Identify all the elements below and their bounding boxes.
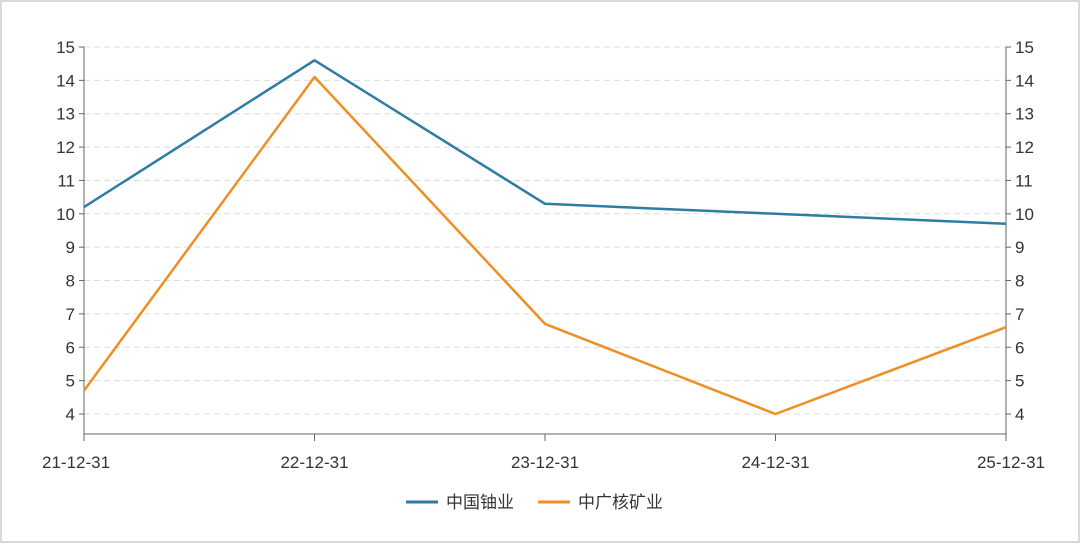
x-tick-label: 24-12-31 [741, 453, 809, 472]
y-tick-label-left: 10 [56, 205, 75, 224]
y-tick-label-left: 9 [66, 238, 75, 257]
y-tick-label-right: 5 [1015, 372, 1024, 391]
series-line-0 [83, 59, 1007, 226]
y-tick-label-left: 11 [57, 171, 75, 190]
axes: 4 4 5 5 6 6 7 7 8 8 9 9 10 10 11 11 12 12 13 13 14 14 15 15 21-1… [42, 38, 1045, 472]
y-tick-label-left: 4 [66, 405, 75, 424]
legend-label-0: 中国铀业 [446, 493, 514, 512]
grid-lines [84, 46, 1006, 415]
x-tick-label: 25-12-31 [977, 453, 1045, 472]
y-tick-label-right: 4 [1015, 405, 1024, 424]
y-tick-label-right: 12 [1015, 138, 1034, 157]
y-tick-label-right: 6 [1015, 338, 1024, 357]
y-tick-label-left: 15 [56, 38, 75, 57]
legend: 中国铀业 中广核矿业 [406, 493, 663, 512]
x-tick-label: 23-12-31 [511, 453, 579, 472]
y-tick-label-left: 12 [56, 138, 75, 157]
y-tick-label-left: 14 [56, 71, 75, 90]
series-lines [82, 59, 1007, 416]
series-line-1 [82, 75, 1007, 416]
y-tick-label-left: 7 [66, 305, 75, 324]
y-tick-label-right: 10 [1015, 205, 1034, 224]
y-tick-label-right: 13 [1015, 105, 1034, 124]
x-tick-label: 21-12-31 [42, 453, 110, 472]
y-tick-label-left: 13 [56, 105, 75, 124]
y-tick-label-left: 8 [66, 272, 75, 291]
y-tick-label-right: 9 [1015, 238, 1024, 257]
y-tick-label-right: 14 [1015, 71, 1034, 90]
y-tick-label-right: 7 [1015, 305, 1024, 324]
legend-label-1: 中广核矿业 [578, 493, 663, 512]
y-tick-label-right: 15 [1015, 38, 1034, 57]
y-tick-label-right: 11 [1015, 171, 1033, 190]
y-tick-label-left: 5 [66, 372, 75, 391]
x-tick-label: 22-12-31 [280, 453, 348, 472]
y-tick-label-right: 8 [1015, 272, 1024, 291]
y-tick-label-left: 6 [66, 338, 75, 357]
